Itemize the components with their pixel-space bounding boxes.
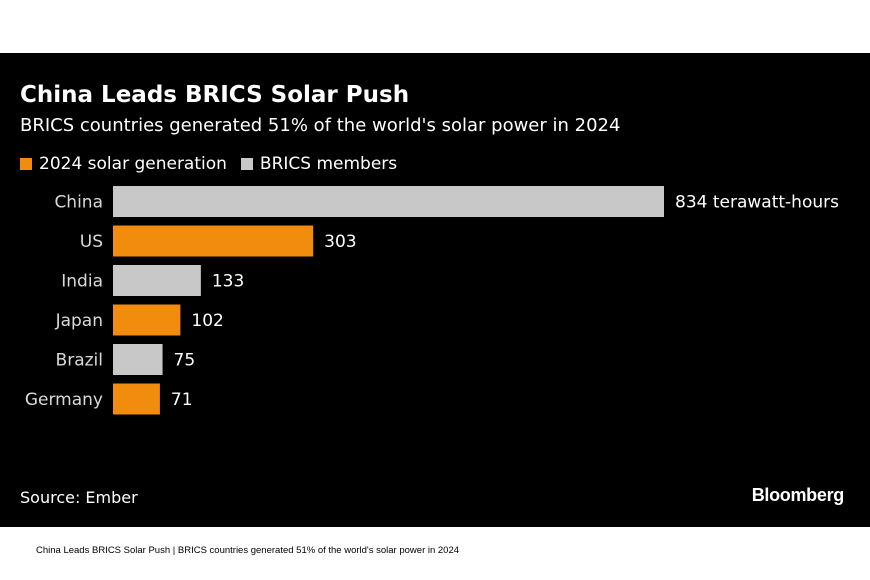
value-label: 834 terawatt-hours — [675, 193, 839, 213]
legend-swatch-gray — [240, 158, 253, 170]
value-label: 133 — [212, 272, 244, 292]
bar-brazil — [113, 344, 163, 375]
legend-item-brics-members: BRICS members — [240, 154, 398, 174]
legend-item-solar-generation: 2024 solar generation — [20, 154, 227, 174]
bar-japan — [113, 304, 181, 336]
legend: 2024 solar generation BRICS members — [20, 153, 411, 175]
bar-china — [113, 186, 664, 217]
bloomberg-logo: Bloomberg — [751, 485, 845, 505]
value-label: 71 — [171, 390, 193, 410]
category-label: India — [61, 272, 103, 292]
value-label: 102 — [191, 311, 223, 331]
chart-subtitle: BRICS countries generated 51% of the wor… — [20, 115, 621, 136]
bar-us — [113, 225, 314, 257]
category-label: Japan — [55, 311, 103, 331]
bar-germany — [113, 383, 160, 415]
value-label: 303 — [324, 232, 356, 252]
bar-chart: China 834 terawatt-hours US 303 India 133 Japa… — [25, 186, 839, 415]
category-label: US — [80, 232, 103, 252]
legend-swatch-orange — [20, 158, 32, 170]
category-label: Germany — [25, 390, 103, 410]
bar-india — [113, 265, 201, 296]
source-note: Source: Ember — [20, 488, 138, 507]
image-caption: China Leads BRICS Solar Push | BRICS cou… — [36, 545, 460, 556]
legend-label: 2024 solar generation — [39, 154, 227, 174]
category-label: China — [54, 193, 103, 213]
category-label: Brazil — [56, 351, 103, 371]
chart-panel: China Leads BRICS Solar Push BRICS count… — [0, 53, 870, 527]
chart-title: China Leads BRICS Solar Push — [20, 82, 410, 108]
legend-label: BRICS members — [259, 154, 398, 174]
value-label: 75 — [174, 351, 196, 371]
